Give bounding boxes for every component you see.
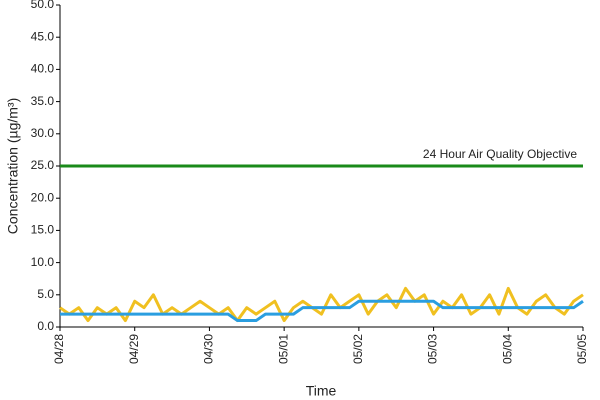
y-tick-label: 15.0 [31, 223, 55, 237]
y-tick-label: 25.0 [31, 158, 55, 172]
y-tick-label: 45.0 [31, 29, 55, 43]
y-tick-label: 35.0 [31, 94, 55, 108]
x-tick-label: 05/01 [276, 334, 290, 364]
x-tick-label: 04/30 [202, 334, 216, 364]
x-tick-label: 05/02 [351, 334, 365, 364]
x-tick-label: 05/04 [500, 334, 514, 364]
x-tick-label: 05/03 [426, 334, 440, 364]
x-tick-label: 04/28 [52, 334, 66, 364]
objective-label: 24 Hour Air Quality Objective [423, 147, 577, 161]
y-axis-title: Concentration (µg/m³) [5, 98, 21, 234]
x-axis-title: Time [306, 383, 337, 399]
y-tick-label: 20.0 [31, 190, 55, 204]
x-tick-label: 05/05 [575, 334, 589, 364]
series-line [60, 299, 584, 323]
y-tick-label: 10.0 [31, 255, 55, 269]
y-tick-label: 40.0 [31, 62, 55, 76]
y-tick-label: 0.0 [37, 319, 54, 333]
y-tick-label: 50.0 [31, 0, 55, 11]
y-tick-label: 30.0 [31, 126, 55, 140]
series-line [59, 286, 584, 323]
x-tick-label: 04/29 [127, 334, 141, 364]
y-tick-label: 5.0 [37, 287, 54, 301]
